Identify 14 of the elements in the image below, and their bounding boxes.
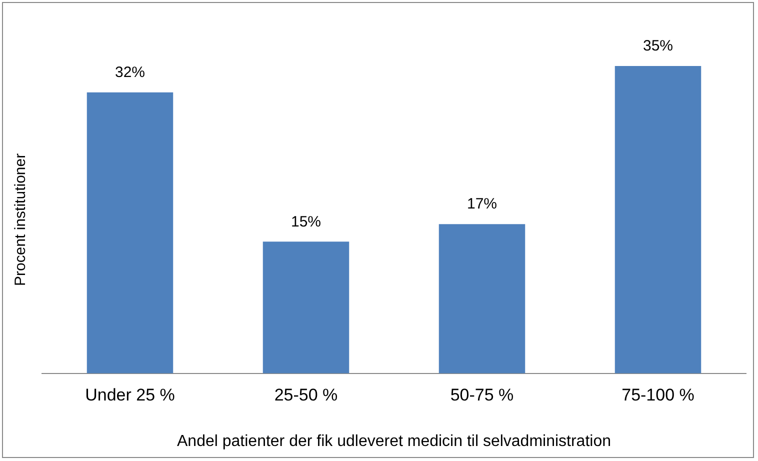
x-tick-label: 25-50 %	[274, 385, 338, 404]
bar	[86, 92, 174, 374]
bar	[614, 66, 702, 374]
bar	[262, 242, 350, 374]
data-label: 15%	[290, 213, 322, 230]
x-axis-title: Andel patienter der fik udleveret medicin til selvadministration	[177, 432, 611, 450]
x-tick-label: 75-100 %	[622, 385, 694, 404]
x-tick-label: 50-75 %	[450, 385, 514, 404]
data-label: 32%	[114, 64, 146, 81]
y-axis-title: Procent institutioner	[12, 153, 30, 286]
data-label: 35%	[642, 38, 674, 55]
x-tick-label: Under 25 %	[85, 385, 175, 404]
data-label: 17%	[466, 196, 498, 213]
bar	[438, 224, 526, 374]
